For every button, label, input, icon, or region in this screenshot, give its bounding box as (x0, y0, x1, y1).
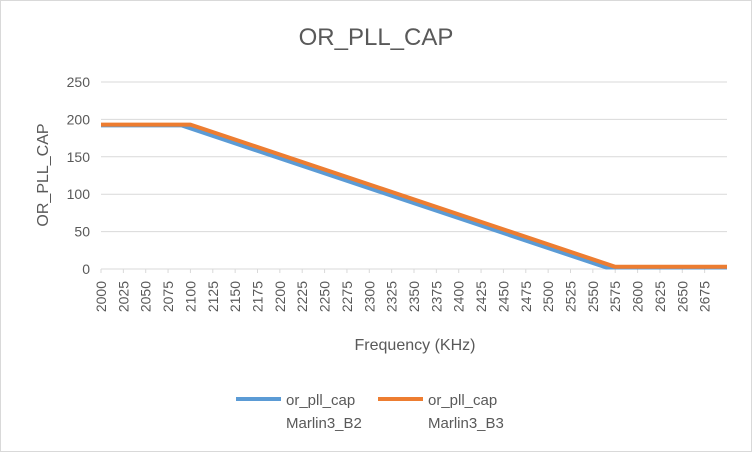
legend-label: or_pll_cap (286, 392, 355, 409)
y-tick-label: 100 (67, 186, 91, 202)
x-tick-label: 2350 (406, 281, 422, 312)
x-tick-label: 2600 (630, 281, 646, 312)
x-tick-label: 2650 (674, 281, 690, 312)
x-axis-label: Frequency (KHz) (355, 337, 476, 354)
x-tick-label: 2375 (428, 281, 444, 312)
series-line-2 (101, 122, 727, 269)
x-tick-label: 2575 (607, 281, 623, 312)
x-tick-label: 2100 (182, 281, 198, 312)
x-tick-label: 2625 (652, 281, 668, 312)
y-tick-labels: 0 50 100 150 200 250 (67, 74, 91, 277)
y-tick-label: 250 (67, 74, 91, 90)
x-tick-label: 2075 (160, 281, 176, 312)
legend: or_pll_cap Marlin3_B2 or_pll_cap Marlin3_B3 (236, 392, 504, 432)
y-axis-label: OR_PLL_CAP (35, 123, 52, 226)
x-tick-label: 2300 (361, 281, 377, 312)
x-tick-label: 2275 (339, 281, 355, 312)
x-tick-label: 2475 (518, 281, 534, 312)
legend-sublabel: Marlin3_B3 (428, 415, 504, 432)
gridlines (101, 81, 727, 233)
chart-title: OR_PLL_CAP (299, 24, 454, 51)
series-lines (101, 122, 727, 270)
x-tick-label: 2250 (317, 281, 333, 312)
x-tick-label: 2525 (563, 281, 579, 312)
y-tick-label: 0 (82, 261, 90, 277)
x-tick-label: 2225 (294, 281, 310, 312)
legend-entry-1: or_pll_cap Marlin3_B2 (236, 392, 362, 432)
x-tick-labels: 2000 2025 2050 2075 2100 2125 2150 2175 2200 2225… (93, 269, 713, 312)
x-tick-label: 2500 (540, 281, 556, 312)
x-tick-label: 2175 (250, 281, 266, 312)
x-tick-label: 2125 (205, 281, 221, 312)
x-tick-label: 2400 (451, 281, 467, 312)
y-tick-label: 50 (74, 224, 90, 240)
x-tick-label: 2200 (272, 281, 288, 312)
x-tick-label: 2325 (384, 281, 400, 312)
x-tick-label: 2000 (93, 281, 109, 312)
series-line-1 (101, 123, 727, 270)
legend-entry-2: or_pll_cap Marlin3_B3 (378, 392, 504, 432)
x-tick-label: 2450 (495, 281, 511, 312)
x-tick-label: 2550 (585, 281, 601, 312)
x-tick-label: 2050 (138, 281, 154, 312)
legend-label: or_pll_cap (428, 392, 497, 409)
x-tick-label: 2025 (115, 281, 131, 312)
y-tick-label: 200 (67, 111, 91, 127)
x-tick-label: 2150 (227, 281, 243, 312)
x-tick-label: 2425 (473, 281, 489, 312)
x-tick-label: 2675 (697, 281, 713, 312)
legend-sublabel: Marlin3_B2 (286, 415, 362, 432)
y-tick-label: 150 (67, 149, 91, 165)
